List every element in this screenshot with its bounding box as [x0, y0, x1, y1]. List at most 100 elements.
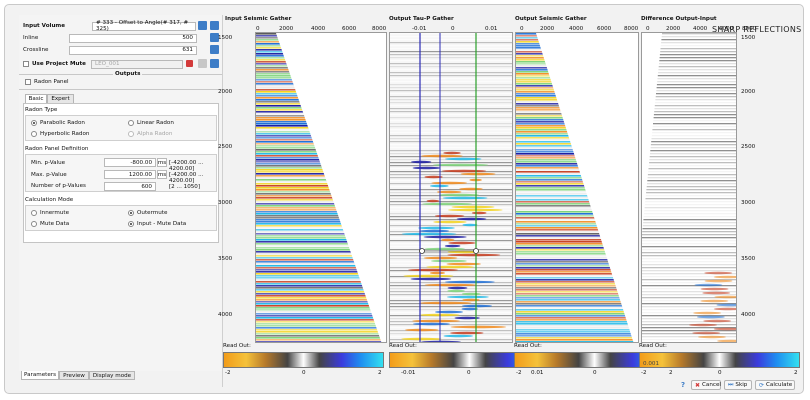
colorbar-tick: -0.01 — [401, 370, 416, 376]
difference-gather-traces — [642, 33, 736, 342]
colorbar-tick: -2 — [516, 370, 522, 376]
radon-panel-label: Radon Panel — [34, 79, 69, 85]
taup-gather-traces — [390, 33, 512, 342]
mute-grid-icon[interactable] — [186, 60, 193, 67]
tab-preview[interactable]: Preview — [59, 371, 89, 380]
readout-label: Read Out: — [223, 343, 251, 349]
parabolic-radon-radio[interactable] — [31, 120, 37, 126]
panel-definition-group: Min. p-Value -800.00 ms [-4200.00 ... 42… — [25, 154, 217, 192]
skip-label: Skip — [735, 382, 748, 388]
ytick-right: 3500 — [741, 256, 756, 262]
input-volume-select[interactable]: # 333 - Offset to Angle(# 317, # 325) — [92, 20, 196, 32]
taup-gather-plot[interactable] — [389, 32, 513, 343]
volume-options-icon[interactable] — [210, 21, 219, 30]
ytick-right: 3000 — [741, 200, 756, 206]
taup-gather-seismic — [390, 33, 512, 342]
xtick: 6000 — [342, 26, 357, 32]
colorbar-tick: -2 — [225, 370, 231, 376]
skip-icon: ⏭ — [728, 381, 734, 388]
tab-parameters[interactable]: Parameters — [21, 371, 59, 380]
mute-options-icon[interactable] — [210, 59, 219, 68]
output-gather-plot[interactable] — [515, 32, 639, 343]
edit-mute-icon[interactable] — [198, 59, 207, 68]
skip-button[interactable]: ⏭ Skip — [724, 380, 752, 390]
difference-gather-plot[interactable] — [641, 32, 737, 343]
difference-colorbar[interactable] — [639, 352, 800, 368]
input-gather-plot[interactable] — [255, 32, 387, 343]
ytick: 3000 — [218, 200, 233, 206]
difference-gather-seismic — [642, 33, 736, 342]
readout-value: 0.001 — [643, 361, 660, 367]
xtick: 2000 — [540, 26, 555, 32]
radon-panel-row: Radon Panel — [19, 77, 222, 87]
calculate-button[interactable]: ⟳ Calculate — [755, 380, 795, 390]
xtick: 0 — [256, 26, 260, 32]
gather-plots: Input Seismic Gather Output Tau-P Gather… — [218, 15, 763, 349]
xtick: 4000 — [311, 26, 326, 32]
inline-label: Inline — [23, 35, 39, 41]
inline-field[interactable]: 500 — [69, 33, 197, 43]
pick-inline-icon[interactable] — [210, 33, 219, 42]
mute-data-radio[interactable] — [31, 221, 37, 227]
cancel-icon: ✖ — [695, 381, 701, 389]
ytick-right: 1500 — [741, 35, 756, 41]
xtick: 0 — [646, 26, 650, 32]
max-p-unit: ms — [157, 170, 167, 179]
help-button[interactable]: ? — [681, 381, 686, 389]
cancel-button[interactable]: ✖ Cancel — [691, 380, 721, 390]
max-p-field[interactable]: 1200.00 — [104, 170, 156, 179]
sharp-reflections-logo: SHARP REFLECTIONS — [712, 25, 802, 34]
input-minus-mute-radio[interactable] — [128, 221, 134, 227]
hyperbolic-radon-label: Hyperbolic Radon — [40, 131, 90, 137]
readout-taup: Read Out: -0.01 0 0.01 — [389, 343, 550, 376]
hyperbolic-radon-radio[interactable] — [31, 131, 37, 137]
input-gather-title: Input Seismic Gather — [225, 16, 292, 22]
cancel-label: Cancel — [702, 382, 721, 388]
min-p-field[interactable]: -800.00 — [104, 158, 156, 167]
alpha-radon-radio[interactable] — [128, 131, 134, 137]
innermute-label: Innermute — [40, 210, 70, 216]
readout-label: Read Out: — [514, 343, 542, 349]
min-p-range: [-4200.00 ... 4200.00] — [169, 160, 204, 172]
crossline-field[interactable]: 631 — [69, 45, 197, 55]
num-p-field[interactable]: 600 — [104, 182, 156, 191]
input-colorbar[interactable] — [223, 352, 384, 368]
ytick: 3500 — [218, 256, 233, 262]
min-p-label: Min. p-Value — [31, 160, 66, 166]
splitter[interactable] — [222, 15, 223, 387]
innermute-radio[interactable] — [31, 210, 37, 216]
num-p-range: [2 ... 1050] — [169, 184, 201, 190]
project-mute-select[interactable]: LEO_001 — [91, 59, 183, 69]
xtick: 8000 — [742, 26, 757, 32]
parabolic-radon-label: Parabolic Radon — [40, 120, 85, 126]
xtick: 6000 — [597, 26, 612, 32]
next-crossline-icon[interactable] — [210, 45, 219, 54]
max-p-range: [-4200.00 ... 4200.00] — [169, 172, 204, 184]
radon-window: Input Volume # 333 - Offset to Angle(# 3… — [4, 4, 804, 394]
ytick: 2000 — [218, 89, 233, 95]
browse-volume-icon[interactable] — [198, 21, 207, 30]
tab-expert[interactable]: Expert — [47, 94, 74, 103]
colorbar-tick: 0 — [593, 370, 597, 376]
linear-radon-label: Linear Radon — [137, 120, 174, 126]
xtick: 6000 — [719, 26, 734, 32]
radon-type-title: Radon Type — [25, 107, 58, 113]
xtick: 2000 — [666, 26, 681, 32]
mute-data-label: Mute Data — [40, 221, 70, 227]
calc-mode-title: Calculation Mode — [25, 197, 74, 203]
tab-basic[interactable]: Basic — [25, 94, 47, 103]
radon-panel-checkbox[interactable] — [25, 79, 31, 85]
input-volume-label: Input Volume — [23, 23, 66, 29]
input-minus-mute-label: Input - Mute Data — [137, 221, 187, 227]
calculate-label: Calculate — [766, 382, 793, 388]
outermute-label: Outermute — [137, 210, 168, 216]
use-project-mute-checkbox[interactable] — [23, 61, 29, 67]
outermute-radio[interactable] — [128, 210, 134, 216]
tab-display-mode[interactable]: Display mode — [89, 371, 135, 380]
linear-radon-radio[interactable] — [128, 120, 134, 126]
xtick: 0 — [520, 26, 524, 32]
colorbar-tick: 0 — [302, 370, 306, 376]
readout-output: Read Out: -2 0 2 — [514, 343, 675, 376]
crossline-label: Crossline — [23, 47, 49, 53]
parameters-panel: Input Volume # 333 - Offset to Angle(# 3… — [19, 15, 222, 371]
